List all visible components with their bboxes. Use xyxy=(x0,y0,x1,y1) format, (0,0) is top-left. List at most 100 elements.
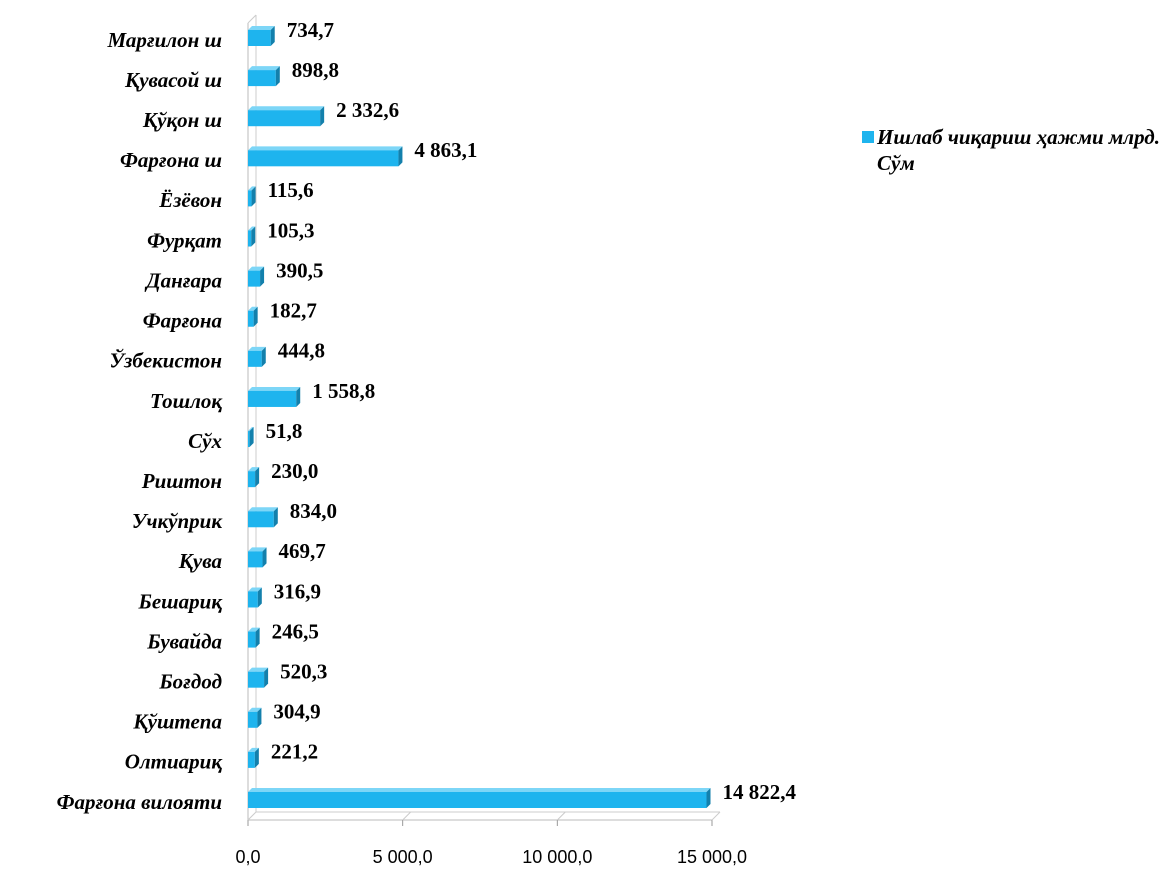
bar-top xyxy=(248,66,280,71)
x-tick-depth xyxy=(402,811,412,821)
y-tick-label: Сўх xyxy=(188,429,222,453)
bar xyxy=(248,66,280,87)
y-tick-label: Учкўприк xyxy=(132,509,223,533)
data-label: 105,3 xyxy=(267,218,314,242)
bar-face xyxy=(248,70,276,87)
y-tick-label: Фарғона xyxy=(143,309,222,333)
y-tick-label: Бувайда xyxy=(146,629,222,653)
data-label: 246,5 xyxy=(272,619,319,643)
data-label: 734,7 xyxy=(287,18,334,42)
bar-top xyxy=(248,667,269,672)
bar-end xyxy=(251,186,256,207)
bar xyxy=(248,587,262,608)
bar-top xyxy=(248,346,266,351)
data-label: 898,8 xyxy=(292,58,339,82)
x-tick-depth xyxy=(247,811,257,821)
bar-end xyxy=(261,346,266,367)
bar-end xyxy=(270,26,275,46)
bar xyxy=(248,106,325,127)
bar-top xyxy=(248,427,254,432)
y-tick-label: Қўштепа xyxy=(132,710,222,734)
bar-face xyxy=(248,471,256,488)
bar xyxy=(248,667,269,688)
y-tick-label: Фурқат xyxy=(147,228,222,252)
y-tick-label: Данғара xyxy=(144,268,222,292)
bar xyxy=(248,707,262,728)
bar-top xyxy=(248,186,256,191)
data-label: 444,8 xyxy=(278,339,325,363)
bar-end xyxy=(320,106,325,127)
bar xyxy=(248,467,260,488)
bar-face xyxy=(248,30,271,46)
bar xyxy=(248,146,403,167)
bar-end xyxy=(251,226,256,247)
bar xyxy=(248,266,265,287)
bar-face xyxy=(248,110,321,127)
data-label: 1 558,8 xyxy=(312,379,375,403)
bar-end xyxy=(255,467,260,488)
bar xyxy=(248,788,711,808)
y-tick-label: Тошлоқ xyxy=(150,389,223,413)
bar xyxy=(248,507,278,528)
bar-face xyxy=(248,591,258,608)
bar-end xyxy=(255,627,260,648)
bar-end xyxy=(257,587,262,608)
data-label: 4 863,1 xyxy=(414,138,477,162)
data-label: 115,6 xyxy=(268,178,314,202)
bar-top xyxy=(248,747,259,752)
data-label: 520,3 xyxy=(280,659,327,683)
data-label: 469,7 xyxy=(279,539,326,563)
data-label: 230,0 xyxy=(271,459,318,483)
bar-top xyxy=(248,467,260,472)
bar xyxy=(248,186,256,207)
bar-top xyxy=(248,627,260,632)
data-label: 182,7 xyxy=(270,299,317,323)
data-label: 834,0 xyxy=(290,499,337,523)
bar-top xyxy=(248,306,258,311)
bar-top xyxy=(248,587,262,592)
bar-end xyxy=(249,427,254,448)
data-label: 51,8 xyxy=(266,419,303,443)
y-tick-label: Қўқон ш xyxy=(142,108,222,132)
bar-face xyxy=(248,150,399,167)
bar-top xyxy=(248,226,256,231)
y-tick-label: Ўзбекистон xyxy=(110,348,222,373)
x-tick-depth xyxy=(556,811,566,821)
data-label: 304,9 xyxy=(273,700,320,724)
bar-face xyxy=(248,350,262,367)
bar-face xyxy=(248,431,250,448)
bar-face xyxy=(248,511,274,528)
y-tick-label: Боғдод xyxy=(158,669,222,693)
y-tick-label: Олтиариқ xyxy=(125,750,224,774)
bar-face xyxy=(248,631,256,648)
bar xyxy=(248,26,275,46)
bar-end xyxy=(296,386,301,407)
legend: Ишлаб чиқариш ҳажми млрд. Сўм xyxy=(862,124,1162,176)
bar-top xyxy=(248,26,275,30)
bar-end xyxy=(262,547,267,568)
bar-face xyxy=(248,230,252,247)
bar-top xyxy=(248,266,265,271)
bar-end xyxy=(257,707,262,728)
bar-face xyxy=(248,751,255,768)
bar-end xyxy=(706,788,711,808)
data-label: 221,2 xyxy=(271,740,318,764)
bar-face xyxy=(248,711,258,728)
bar-end xyxy=(254,747,259,768)
bar-top xyxy=(248,547,267,552)
x-tick-label: 5 000,0 xyxy=(373,847,433,867)
y-tick-label: Ёзёвон xyxy=(158,188,222,212)
y-tick-label: Бешариқ xyxy=(138,589,224,613)
bar-top xyxy=(248,146,403,151)
bar xyxy=(248,386,301,407)
y-tick-label: Риштон xyxy=(141,469,222,493)
y-tick-label: Фарғона ш xyxy=(120,148,222,172)
data-label: 2 332,6 xyxy=(336,98,399,122)
bar-face xyxy=(248,310,254,327)
bar-face xyxy=(248,671,265,688)
y-tick-label: Қувасой ш xyxy=(124,68,222,92)
y-tick-label: Марғилон ш xyxy=(107,28,223,52)
bar-face xyxy=(248,551,263,568)
